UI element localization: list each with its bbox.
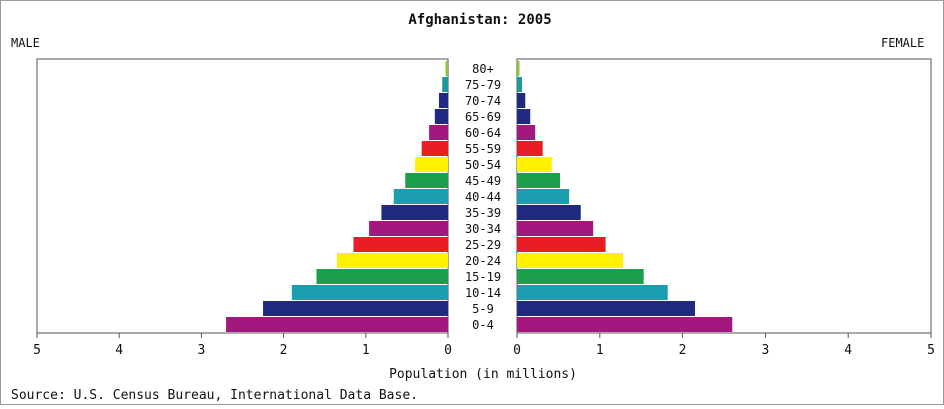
- male-bar-70-74: [438, 93, 448, 108]
- male-bar-40-44: [393, 189, 448, 204]
- male-bar-25-29: [353, 237, 448, 252]
- x-tick-label: 1: [362, 343, 370, 358]
- age-label-25-29: 25-29: [465, 238, 501, 252]
- x-tick-label: 3: [197, 343, 205, 358]
- male-bar-0-4: [226, 317, 448, 332]
- female-bar-50-54: [517, 157, 552, 172]
- female-bar-15-19: [517, 269, 644, 284]
- age-label-50-54: 50-54: [465, 158, 501, 172]
- female-bar-55-59: [517, 141, 543, 156]
- x-tick-label: 4: [844, 343, 852, 358]
- male-bar-30-34: [369, 221, 448, 236]
- source-note: Source: U.S. Census Bureau, Internationa…: [11, 388, 418, 403]
- male-bar-60-64: [429, 125, 448, 140]
- age-label-45-49: 45-49: [465, 174, 501, 188]
- x-tick-label: 5: [927, 343, 935, 358]
- male-label: MALE: [11, 36, 40, 50]
- chart-title: Afghanistan: 2005: [408, 12, 551, 28]
- female-bar-40-44: [517, 189, 570, 204]
- female-label: FEMALE: [881, 36, 924, 50]
- female-bar-0-4: [517, 317, 733, 332]
- x-tick-label: 5: [33, 343, 41, 358]
- x-tick-label: 3: [761, 343, 769, 358]
- age-label-40-44: 40-44: [465, 190, 501, 204]
- female-bar-30-34: [517, 221, 594, 236]
- age-label-15-19: 15-19: [465, 270, 501, 284]
- male-bar-20-24: [337, 253, 448, 268]
- age-label-10-14: 10-14: [465, 286, 501, 300]
- x-tick-label: 2: [280, 343, 288, 358]
- female-bar-60-64: [517, 125, 536, 140]
- age-label-55-59: 55-59: [465, 142, 501, 156]
- age-label-70-74: 70-74: [465, 94, 501, 108]
- male-bar-75-79: [442, 77, 448, 92]
- male-bar-55-59: [421, 141, 448, 156]
- female-bar-25-29: [517, 237, 606, 252]
- female-bar-65-69: [517, 109, 531, 124]
- male-bar-15-19: [316, 269, 448, 284]
- age-label-30-34: 30-34: [465, 222, 501, 236]
- age-label-65-69: 65-69: [465, 110, 501, 124]
- x-tick-label: 4: [115, 343, 123, 358]
- x-tick-label: 2: [679, 343, 687, 358]
- female-bar-75-79: [517, 77, 522, 92]
- age-label-80+: 80+: [472, 62, 494, 76]
- female-bar-70-74: [517, 93, 526, 108]
- female-bar-20-24: [517, 253, 623, 268]
- x-tick-label: 1: [596, 343, 604, 358]
- male-bar-10-14: [291, 285, 448, 300]
- female-bar-45-49: [517, 173, 561, 188]
- female-bar-35-39: [517, 205, 581, 220]
- x-axis-label: Population (in millions): [389, 367, 577, 382]
- age-label-75-79: 75-79: [465, 78, 501, 92]
- male-bar-50-54: [415, 157, 448, 172]
- age-label-60-64: 60-64: [465, 126, 501, 140]
- x-axis: 5 4 3 2 1 0 0 1 2 3 4 5: [33, 333, 935, 358]
- age-label-35-39: 35-39: [465, 206, 501, 220]
- male-bar-35-39: [381, 205, 448, 220]
- x-tick-label: 0: [444, 343, 452, 358]
- male-bar-45-49: [405, 173, 448, 188]
- male-bar-80+: [445, 61, 448, 76]
- age-label-20-24: 20-24: [465, 254, 501, 268]
- male-bar-65-69: [434, 109, 448, 124]
- female-bar-10-14: [517, 285, 668, 300]
- x-tick-label: 0: [513, 343, 521, 358]
- age-label-0-4: 0-4: [472, 318, 494, 332]
- female-bar-5-9: [517, 301, 696, 316]
- female-bar-80+: [517, 61, 520, 76]
- age-label-5-9: 5-9: [472, 302, 494, 316]
- age-labels-group: 80+ 75-79 70-74 65-69 60-64 55-59 50-54 45-49 40…: [465, 62, 501, 332]
- male-bar-5-9: [263, 301, 448, 316]
- bars-group: [226, 61, 733, 332]
